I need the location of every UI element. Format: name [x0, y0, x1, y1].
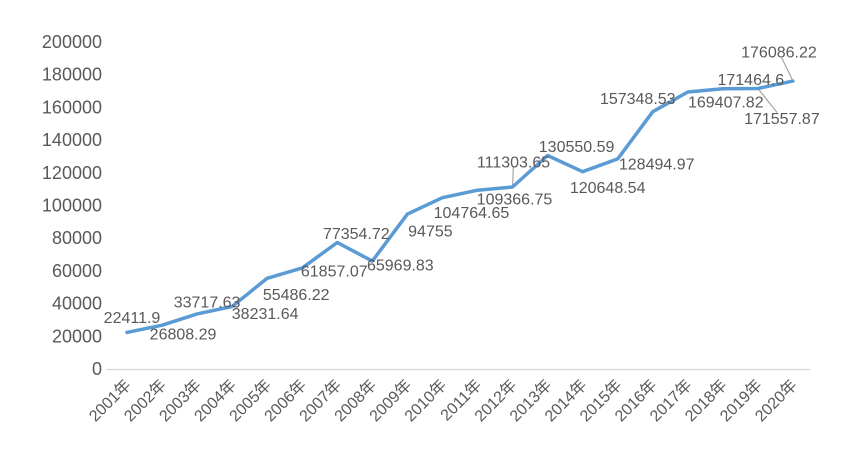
y-axis-tick-label: 40000: [52, 294, 102, 314]
y-axis-tick-label: 140000: [42, 130, 102, 150]
y-axis-tick-label: 80000: [52, 228, 102, 248]
data-point-label: 128494.97: [619, 156, 695, 173]
data-point-label: 26808.29: [150, 327, 217, 344]
data-point-label: 169407.82: [688, 95, 764, 112]
data-point-label: 104764.65: [434, 205, 510, 222]
data-point-label: 130550.59: [539, 139, 615, 156]
y-axis-tick-label: 160000: [42, 97, 102, 117]
y-axis-tick-label: 120000: [42, 163, 102, 183]
data-point-label: 38231.64: [232, 306, 299, 323]
y-axis-tick-label: 180000: [42, 65, 102, 85]
data-point-label: 33717.63: [174, 294, 241, 311]
y-axis-tick-label: 60000: [52, 261, 102, 281]
data-point-label: 176086.22: [741, 45, 817, 62]
data-point-label: 120648.54: [570, 180, 646, 197]
y-axis-tick-label: 200000: [42, 32, 102, 52]
data-point-label: 61857.07: [301, 263, 368, 280]
data-point-label: 171557.87: [744, 111, 820, 128]
y-axis-tick-label: 100000: [42, 196, 102, 216]
data-label-leader-line: [781, 57, 794, 82]
data-point-label: 22411.9: [104, 310, 161, 327]
data-point-label: 55486.22: [263, 287, 330, 304]
data-point-label: 157348.53: [600, 91, 676, 108]
data-point-label: 77354.72: [323, 226, 390, 243]
y-axis-tick-label: 20000: [52, 326, 102, 346]
data-label-leader-line: [511, 166, 514, 188]
data-label-leader-line: [757, 88, 778, 113]
data-point-label: 111303.65: [477, 155, 550, 172]
data-series-line: [125, 79, 795, 335]
data-point-label: 109366.75: [477, 192, 553, 209]
y-axis-tick-label: 0: [92, 359, 102, 379]
data-point-label: 65969.83: [367, 258, 434, 275]
data-point-label: 171464.6: [717, 72, 784, 89]
data-point-label: 94755: [408, 224, 453, 241]
